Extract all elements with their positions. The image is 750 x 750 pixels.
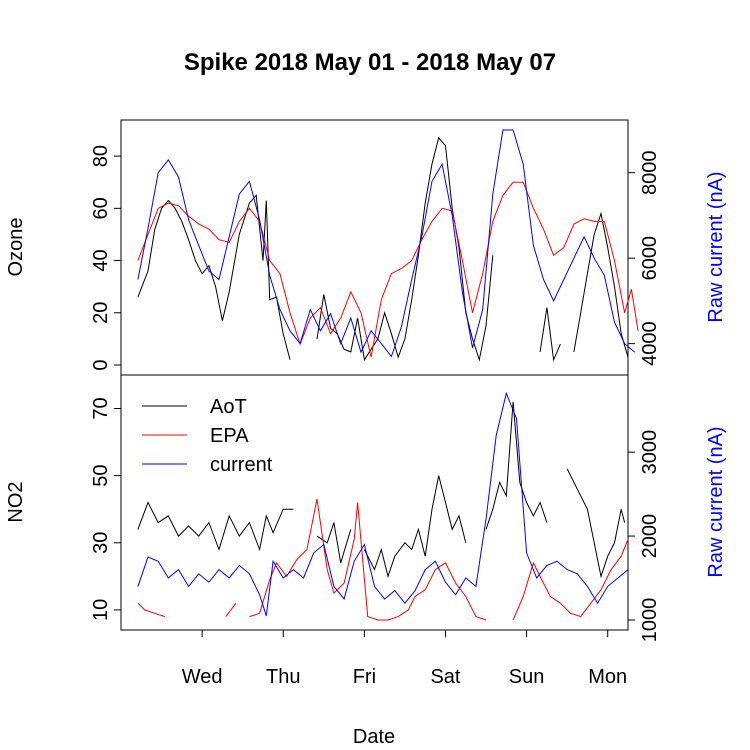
no2-right-tick-label: 3000: [639, 430, 661, 475]
chart-marks: 0 20 40 60 80 4000 6000 8000 10 30 50 70 1000 2000 300…: [90, 129, 661, 688]
no2-right-ylabel: Raw current (nA): [705, 426, 727, 577]
no2-ylabel: NO2: [5, 481, 27, 522]
x-tick-label: Sat: [430, 666, 460, 688]
no2-series-aot: [137, 401, 626, 579]
no2-left-tick-label: 10: [90, 599, 112, 621]
x-tick-label: Thu: [266, 666, 300, 688]
ozone-right-tick-label: 6000: [639, 236, 661, 281]
legend-label-aot: AoT: [210, 396, 247, 418]
x-tick-label: Sun: [509, 666, 545, 688]
ozone-series-epa: [137, 181, 639, 358]
x-axis-label: Date: [353, 726, 395, 748]
ozone-left-tick-label: 40: [90, 249, 112, 271]
no2-right-tick-label: 2000: [639, 514, 661, 559]
ozone-series-aot: [137, 136, 629, 362]
x-tick-label: Wed: [182, 666, 223, 688]
no2-left-tick-label: 70: [90, 397, 112, 419]
no2-panel-frame: [120, 374, 629, 631]
x-tick-label: Fri: [353, 666, 376, 688]
no2-series-epa: [137, 499, 629, 621]
ozone-left-tick-label: 0: [90, 359, 112, 370]
ozone-left-tick-label: 60: [90, 197, 112, 219]
ozone-left-tick-label: 20: [90, 302, 112, 324]
ozone-left-tick-label: 80: [90, 145, 112, 167]
ozone-ylabel: Ozone: [5, 218, 27, 277]
ozone-right-ylabel: Raw current (nA): [705, 171, 727, 322]
chart-title: Spike 2018 May 01 - 2018 May 07: [184, 49, 556, 76]
no2-series-current: [137, 391, 629, 616]
no2-left-tick-label: 50: [90, 465, 112, 487]
legend-label-current: current: [210, 454, 273, 476]
ozone-series-current: [137, 129, 636, 358]
no2-right-tick-label: 1000: [639, 598, 661, 643]
ozone-right-tick-label: 8000: [639, 150, 661, 195]
no2-left-tick-label: 30: [90, 532, 112, 554]
x-tick-label: Mon: [588, 666, 627, 688]
legend-label-epa: EPA: [210, 425, 249, 447]
ozone-right-tick-label: 4000: [639, 321, 661, 366]
